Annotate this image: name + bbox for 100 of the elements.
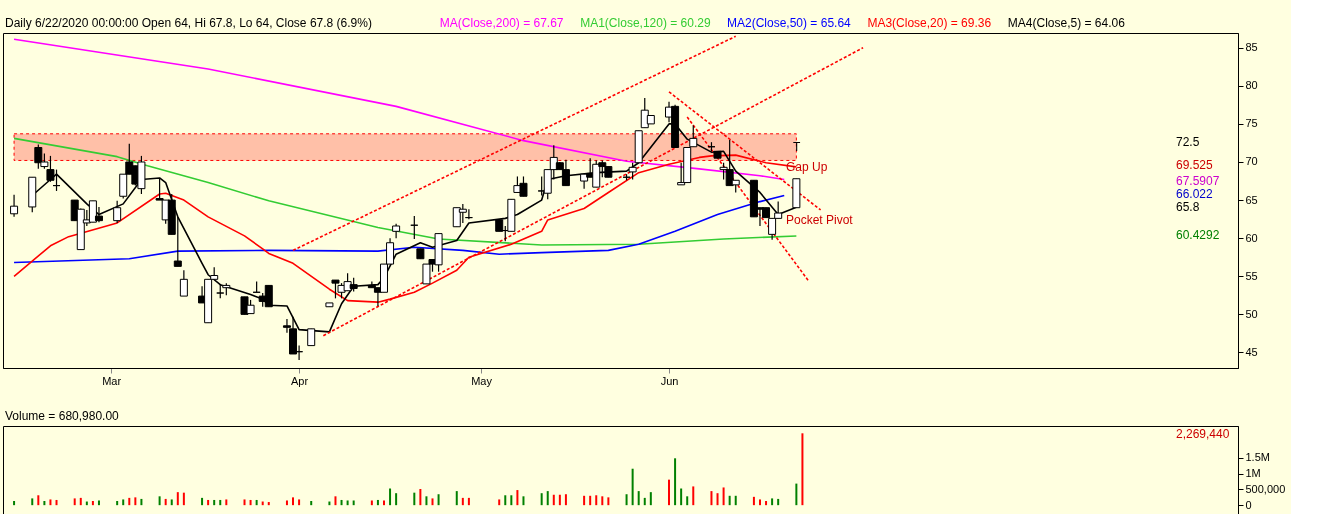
bar <box>589 495 592 506</box>
annotation: 66.022 <box>1176 187 1214 201</box>
bar <box>668 479 671 506</box>
bar <box>310 501 313 506</box>
y-tick-label: 1M <box>1245 467 1261 479</box>
annotation: 2,269,440 <box>1176 427 1230 441</box>
bar <box>413 492 416 506</box>
bar <box>395 493 398 506</box>
bar <box>49 499 52 506</box>
bar <box>583 495 586 506</box>
y-tick-label: 65 <box>1245 193 1258 206</box>
line-series <box>13 38 786 181</box>
bar <box>249 499 252 506</box>
y-tick-label: 70 <box>1245 155 1258 168</box>
text: MA(Close,200) = 67.67 <box>439 16 564 30</box>
bar <box>285 500 288 506</box>
bar <box>771 498 774 506</box>
bar <box>376 499 379 506</box>
bar <box>176 492 179 506</box>
bar <box>686 496 689 506</box>
chart-title: Volume = 680,980.00 <box>5 409 120 423</box>
bar <box>73 498 76 506</box>
candlestick <box>10 194 19 218</box>
bar <box>601 496 604 506</box>
bar <box>540 493 543 506</box>
bar <box>765 501 768 506</box>
bar <box>425 496 428 506</box>
text: MA3(Close,20) = 69.36 <box>867 16 992 30</box>
bar <box>546 491 549 506</box>
bar <box>649 492 652 506</box>
candlestick <box>179 269 188 297</box>
bar <box>504 495 507 506</box>
bar <box>201 497 204 506</box>
bar <box>340 499 343 506</box>
bar <box>595 495 598 506</box>
annotation: T <box>793 140 801 154</box>
y-tick-label: 1.5M <box>1245 451 1270 464</box>
bar <box>552 494 555 506</box>
bar <box>128 497 131 506</box>
bar <box>79 497 82 506</box>
annotation: 72.5 <box>1176 135 1200 149</box>
annotation: 67.5907 <box>1176 174 1220 188</box>
annotation: Pocket Pivot <box>786 213 854 227</box>
bar <box>267 502 270 506</box>
x-tick-label: Jun <box>660 374 679 387</box>
bar <box>461 497 464 506</box>
y-tick-label: 45 <box>1245 345 1258 358</box>
bar <box>680 488 683 506</box>
y-tick-label: 75 <box>1245 117 1258 130</box>
bar <box>255 499 258 506</box>
x-tick-label: Mar <box>102 374 122 387</box>
bar <box>164 498 167 506</box>
bar <box>292 497 295 506</box>
bar <box>777 498 780 506</box>
text: MA1(Close,120) = 60.29 <box>580 16 711 30</box>
bar <box>674 458 677 506</box>
bar <box>55 499 58 506</box>
bar <box>419 489 422 506</box>
bar <box>213 499 216 506</box>
bar <box>207 499 210 506</box>
y-tick-label: 60 <box>1245 231 1258 244</box>
bar <box>437 494 440 506</box>
bar <box>352 500 355 506</box>
y-tick-label: 500,000 <box>1245 482 1286 495</box>
candlestick <box>113 200 122 224</box>
bar <box>382 500 385 506</box>
bar <box>692 486 695 506</box>
bar <box>637 491 640 506</box>
text: MA4(Close,5) = 64.06 <box>1007 16 1126 30</box>
bar <box>722 487 725 506</box>
bar <box>122 499 125 506</box>
bar <box>43 501 46 506</box>
bar <box>558 494 561 506</box>
bar <box>728 495 731 506</box>
bar <box>298 499 301 506</box>
annotation: 65.8 <box>1176 200 1200 214</box>
bar <box>370 500 373 506</box>
bar <box>631 468 634 506</box>
bar <box>625 494 628 506</box>
y-tick-label: 50 <box>1245 307 1258 320</box>
annotation: Gap Up <box>786 160 828 174</box>
bar <box>455 491 458 506</box>
bar <box>334 496 337 506</box>
candlestick <box>422 263 431 285</box>
bar <box>219 499 222 506</box>
y-tick-label: 55 <box>1245 269 1258 282</box>
bar <box>510 495 513 506</box>
bar <box>795 483 798 506</box>
bar <box>134 497 137 506</box>
bar <box>522 496 525 506</box>
bar <box>516 490 519 506</box>
annotation: 60.4292 <box>1176 228 1220 242</box>
bar <box>13 501 16 506</box>
bar <box>158 496 161 506</box>
bar <box>752 496 755 506</box>
bar <box>467 497 470 506</box>
text: MA2(Close,50) = 65.64 <box>727 16 852 30</box>
bar <box>758 499 761 506</box>
bar <box>97 500 100 506</box>
bar <box>801 433 804 506</box>
